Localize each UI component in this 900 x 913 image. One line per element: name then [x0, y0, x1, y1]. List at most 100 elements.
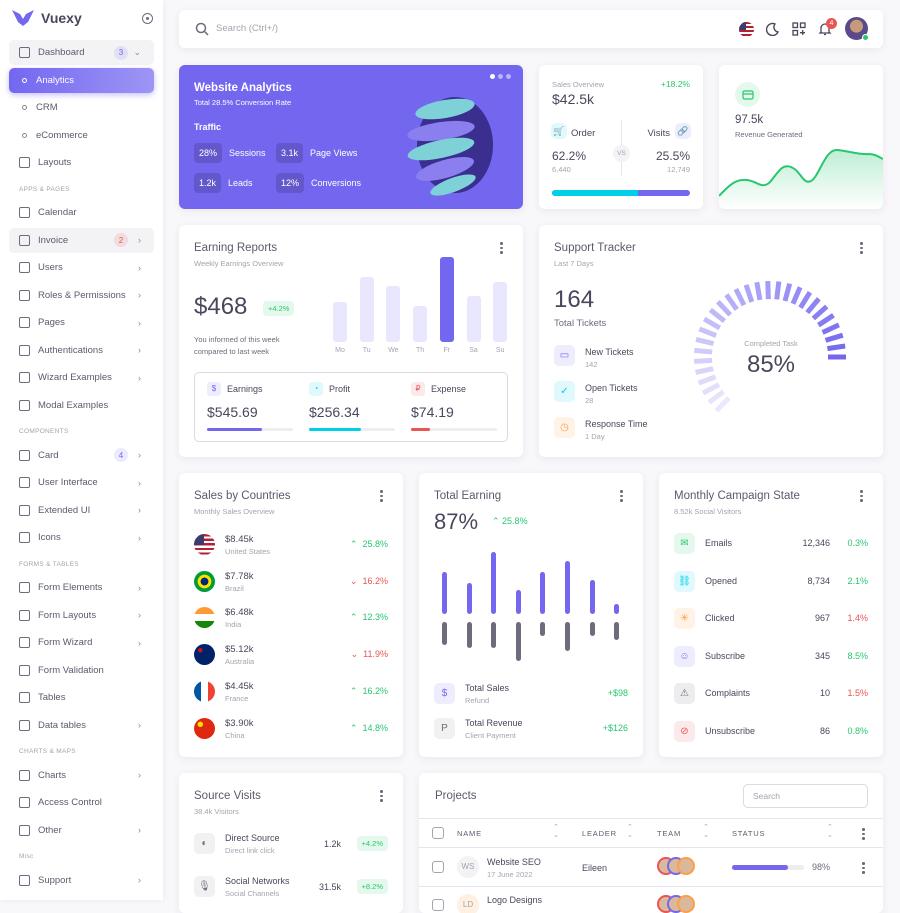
more-options-icon[interactable] [860, 242, 863, 256]
earning-down-bar[interactable] [614, 622, 620, 640]
earning-up-bar[interactable] [614, 604, 620, 614]
earning-down-bar[interactable] [589, 622, 595, 636]
search-input[interactable]: Search (Ctrl+/) [216, 23, 279, 34]
grid-icon [19, 719, 30, 731]
chevron-right-icon: › [138, 825, 141, 835]
project-name[interactable]: Website SEO [487, 857, 541, 867]
sort-icon[interactable]: ⌃ ⌄ [827, 824, 833, 839]
earning-bar[interactable] [493, 282, 508, 342]
sidebar-item-form-wizard[interactable]: Form Wizard › [9, 630, 154, 655]
earning-down-bar[interactable] [442, 622, 447, 645]
sidebar-item-form-validation[interactable]: Form Validation [9, 658, 154, 683]
sidebar-item-other[interactable]: Other › [9, 818, 154, 843]
more-options-icon[interactable] [380, 490, 383, 504]
projects-search-input[interactable]: Search [743, 784, 868, 808]
stat-progress [411, 428, 497, 431]
sidebar-item-access-control[interactable]: Access Control [9, 790, 154, 815]
stat-label: Leads [228, 178, 253, 188]
sort-icon[interactable]: ⌃ ⌄ [627, 824, 633, 839]
project-row[interactable]: WS Website SEO 17 June 2022 Eileen 98% [419, 849, 883, 887]
sidebar-item-card[interactable]: Card 4 › [9, 443, 154, 468]
carousel-dots[interactable] [490, 74, 511, 79]
sidebar-item-charts[interactable]: Charts › [9, 763, 154, 788]
sidebar-item-tables[interactable]: Tables [9, 685, 154, 710]
earning-down-bar[interactable] [540, 622, 546, 636]
earning-down-bar[interactable] [565, 622, 570, 651]
earning-down-bar[interactable] [491, 622, 497, 648]
sidebar-item-modal-examples[interactable]: Modal Examples [9, 393, 154, 418]
project-name[interactable]: Logo Designs [487, 895, 543, 905]
earning-bar[interactable] [333, 302, 347, 342]
sidebar-item-pages[interactable]: Pages › [9, 310, 154, 335]
column-header-team[interactable]: TEAM [657, 829, 682, 838]
sidebar-item-icons[interactable]: Icons › [9, 525, 154, 550]
sort-icon[interactable]: ⌃ ⌄ [703, 824, 709, 839]
column-header-name[interactable]: NAME [457, 829, 482, 838]
team-member-avatar[interactable] [677, 895, 695, 913]
card-subtitle: Last 7 Days [554, 259, 594, 268]
earning-change-badge: +4.2% [263, 301, 295, 316]
sidebar-item-invoice[interactable]: Invoice 2 › [9, 227, 154, 253]
earning-up-bar[interactable] [589, 580, 595, 614]
vs-badge: VS [613, 145, 630, 162]
sidebar-item-layouts[interactable]: Layouts [9, 150, 154, 175]
table-options-icon[interactable] [862, 828, 865, 842]
sort-icon[interactable]: ⌃ ⌄ [553, 824, 559, 839]
shadow-icon: ◐ [194, 833, 215, 854]
column-header-leader[interactable]: LEADER [582, 829, 617, 838]
row-checkbox[interactable] [432, 861, 444, 873]
earning-stats-box: $ Earnings $545.69 ◔ Profit $256.34 ₽ Expen… [194, 372, 508, 442]
top-navbar: Search (Ctrl+/) 4 [179, 10, 883, 48]
sidebar-item-dashboard[interactable]: Dashboard 3 ⌄ [9, 40, 154, 65]
earning-down-bar[interactable] [466, 622, 472, 648]
sidebar-item-form-elements[interactable]: Form Elements › [9, 575, 154, 600]
sidebar-item-ecommerce[interactable]: eCommerce [9, 123, 154, 148]
more-options-icon[interactable] [380, 790, 383, 804]
earning-bar[interactable] [386, 286, 401, 342]
sidebar-item-calendar[interactable]: Calendar [9, 200, 154, 225]
note-line: compared to last week [194, 347, 270, 356]
order-visits-progress [552, 190, 690, 196]
more-options-icon[interactable] [860, 490, 863, 504]
sidebar-item-analytics[interactable]: Analytics [9, 67, 154, 93]
sidebar-item-wizard-examples[interactable]: Wizard Examples › [9, 365, 154, 390]
pin-sidebar-icon[interactable] [142, 13, 153, 24]
sales-overview-card: Sales Overview +18.2% $42.5k 🛒 Order VS … [539, 65, 703, 209]
earning-up-bar[interactable] [442, 572, 447, 614]
sidebar-item-authentications[interactable]: Authentications › [9, 338, 154, 363]
brand-logo[interactable]: Vuexy [12, 10, 82, 26]
project-row[interactable]: LD Logo Designs [419, 887, 883, 913]
team-member-avatar[interactable] [677, 857, 695, 875]
sidebar-item-extended-ui[interactable]: Extended UI › [9, 498, 154, 523]
sidebar-item-users[interactable]: Users › [9, 255, 154, 280]
moon-icon[interactable] [766, 22, 780, 36]
search-icon[interactable] [195, 22, 209, 36]
card-subtitle: Sales Overview [552, 80, 605, 89]
earning-up-bar[interactable] [515, 590, 521, 614]
earning-bar[interactable] [466, 296, 481, 342]
more-options-icon[interactable] [620, 490, 623, 504]
earning-bar[interactable] [413, 306, 428, 342]
sidebar-item-support[interactable]: Support › [9, 868, 154, 893]
sidebar-item-data-tables[interactable]: Data tables › [9, 713, 154, 738]
earning-up-bar[interactable] [540, 572, 546, 614]
sidebar-item-label: Analytics [36, 74, 75, 86]
shortcuts-grid-icon[interactable] [792, 22, 806, 36]
select-all-checkbox[interactable] [432, 827, 444, 839]
earning-up-bar[interactable] [466, 583, 472, 614]
row-options-icon[interactable] [862, 862, 865, 876]
earning-bar[interactable] [359, 277, 374, 342]
sidebar-item-form-layouts[interactable]: Form Layouts › [9, 603, 154, 628]
sidebar-item-crm[interactable]: CRM [9, 95, 154, 120]
more-options-icon[interactable] [500, 242, 503, 256]
sidebar-item-roles-permissions[interactable]: Roles & Permissions › [9, 283, 154, 308]
earning-bar[interactable] [439, 257, 454, 342]
earning-up-bar[interactable] [491, 552, 497, 614]
column-header-status[interactable]: STATUS [732, 829, 766, 838]
earning-down-bar[interactable] [515, 622, 521, 661]
row-checkbox[interactable] [432, 899, 444, 911]
sidebar-item-user-interface[interactable]: User Interface › [9, 470, 154, 495]
language-flag-icon[interactable] [739, 22, 754, 37]
earning-up-bar[interactable] [565, 561, 570, 614]
expense-icon: ₽ [411, 382, 425, 396]
